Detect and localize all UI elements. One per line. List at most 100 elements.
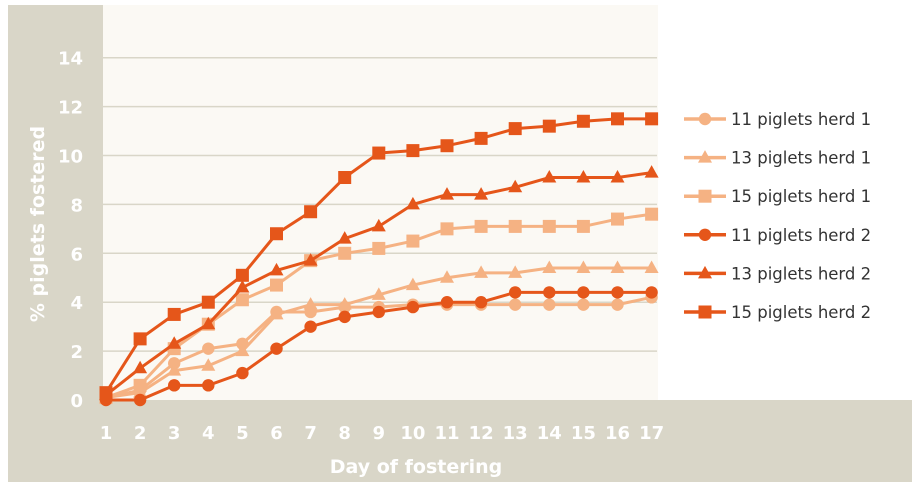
data-point xyxy=(405,196,420,210)
data-point xyxy=(167,363,182,376)
data-point xyxy=(235,293,249,307)
data-point xyxy=(371,287,386,300)
data-point xyxy=(167,336,182,349)
data-point xyxy=(440,222,454,236)
data-point xyxy=(371,218,386,232)
data-point xyxy=(270,342,283,355)
y-axis-label: % piglets fostered xyxy=(27,126,49,322)
data-point xyxy=(576,114,590,128)
data-point xyxy=(133,378,147,392)
legend-label: 15 piglets herd 1 xyxy=(731,187,871,206)
data-point xyxy=(508,122,522,136)
y-tick-label: 2 xyxy=(70,342,83,363)
data-point xyxy=(576,170,591,183)
data-point xyxy=(576,260,591,273)
series-5 xyxy=(99,165,659,401)
data-point xyxy=(133,332,147,346)
data-point xyxy=(270,278,283,292)
legend-item: 15 piglets herd 1 xyxy=(684,187,871,206)
data-point xyxy=(645,207,659,221)
data-point xyxy=(645,286,658,299)
y-tick-label: 6 xyxy=(70,244,83,265)
data-point xyxy=(610,260,625,273)
data-point xyxy=(337,231,352,244)
x-tick-label: 1 xyxy=(100,423,113,444)
data-point xyxy=(304,205,318,219)
data-point xyxy=(133,360,148,374)
data-point xyxy=(202,342,215,355)
data-point xyxy=(372,146,386,160)
data-point xyxy=(440,187,454,200)
legend-marker xyxy=(698,305,712,319)
x-tick-label: 9 xyxy=(373,423,386,444)
data-point xyxy=(168,379,181,392)
data-point xyxy=(508,219,522,233)
data-point xyxy=(303,297,318,310)
legend-label: 13 piglets herd 1 xyxy=(731,149,871,168)
x-axis-label: Day of fostering xyxy=(330,456,503,478)
data-point xyxy=(303,253,318,266)
data-point xyxy=(542,119,556,133)
y-tick-label: 8 xyxy=(70,195,83,216)
legend-item: 13 piglets herd 1 xyxy=(684,149,871,168)
data-point xyxy=(440,270,454,283)
series-2 xyxy=(99,260,659,403)
data-point xyxy=(508,265,523,278)
axis-band xyxy=(8,5,912,482)
data-point xyxy=(611,286,624,299)
data-point xyxy=(235,268,249,282)
data-point xyxy=(201,316,216,330)
legend: 11 piglets herd 1 13 piglets herd 1 15 pig… xyxy=(684,110,871,322)
legend-label: 15 piglets herd 2 xyxy=(731,303,871,322)
legend-label: 13 piglets herd 2 xyxy=(731,264,871,283)
data-point xyxy=(474,131,488,145)
data-point xyxy=(201,358,216,371)
data-point xyxy=(337,297,352,310)
data-point xyxy=(509,298,522,311)
data-point xyxy=(304,320,317,333)
data-point xyxy=(611,212,624,226)
data-point xyxy=(508,179,523,193)
data-point xyxy=(509,286,522,299)
legend-marker xyxy=(698,189,712,203)
data-point xyxy=(440,296,454,309)
data-point xyxy=(338,310,351,324)
legend-marker xyxy=(698,265,712,279)
data-point xyxy=(474,265,489,278)
legend-item: 11 piglets herd 2 xyxy=(684,226,871,245)
legend-marker xyxy=(698,228,712,241)
x-tick-label: 13 xyxy=(503,423,528,444)
data-point xyxy=(236,366,249,380)
data-point xyxy=(611,298,624,311)
data-point xyxy=(542,170,557,183)
x-tick-label: 8 xyxy=(338,423,351,444)
x-tick-label: 15 xyxy=(571,423,596,444)
data-point xyxy=(577,286,590,299)
series-layer xyxy=(99,112,659,407)
data-point xyxy=(542,260,557,273)
y-tick-label: 4 xyxy=(70,293,83,314)
data-point xyxy=(474,187,489,200)
legend-label: 11 piglets herd 1 xyxy=(731,110,871,129)
data-point xyxy=(406,144,420,158)
series-6 xyxy=(99,112,659,400)
y-tick-label: 10 xyxy=(58,147,83,168)
y-tick-label: 14 xyxy=(58,49,83,70)
y-tick-labels: 0 2 4 6 8 10 12 14 xyxy=(58,49,83,412)
x-tick-label: 10 xyxy=(400,423,425,444)
y-tick-label: 0 xyxy=(70,391,83,412)
x-tick-label: 4 xyxy=(202,423,215,444)
x-tick-label: 2 xyxy=(134,423,147,444)
data-point xyxy=(338,246,352,260)
data-point xyxy=(474,296,488,309)
data-point xyxy=(645,112,659,126)
legend-item: 15 piglets herd 2 xyxy=(684,303,871,322)
data-point xyxy=(406,234,420,248)
data-point xyxy=(235,343,250,357)
legend-item: 11 piglets herd 1 xyxy=(684,110,871,129)
data-point xyxy=(99,386,113,400)
data-point xyxy=(406,300,420,314)
data-point xyxy=(338,171,352,185)
legend-marker xyxy=(698,150,712,163)
